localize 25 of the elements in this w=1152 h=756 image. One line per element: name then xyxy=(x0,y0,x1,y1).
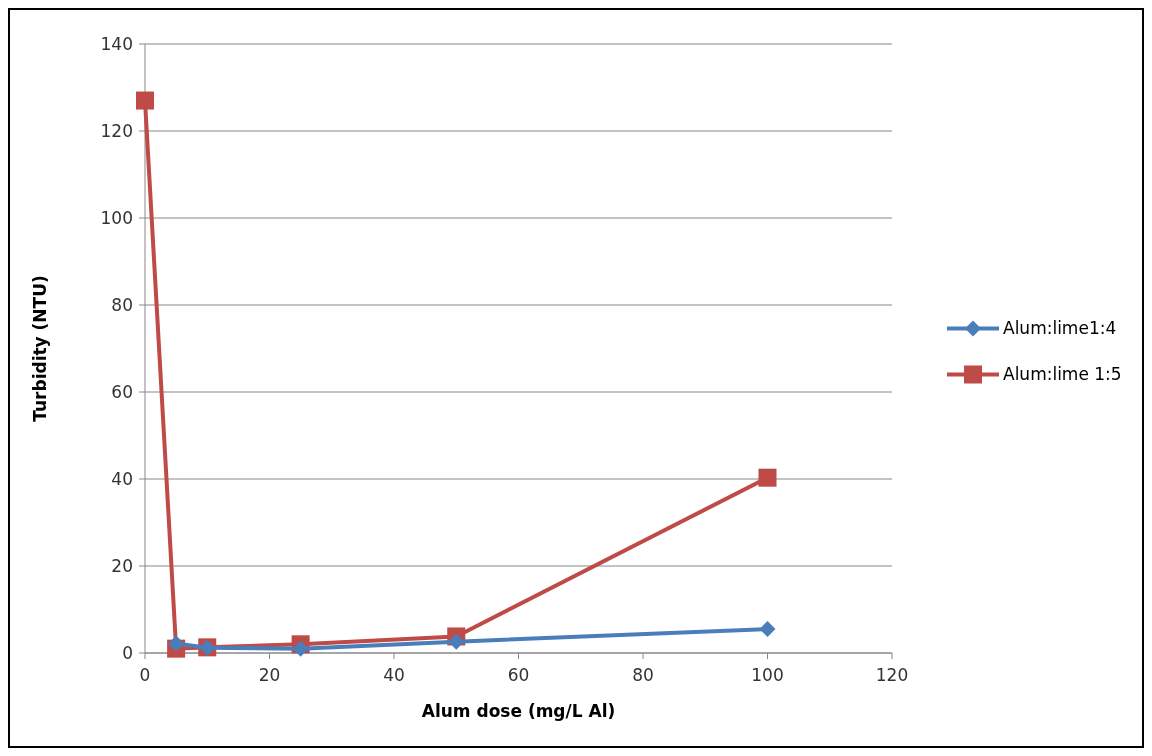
x-tick-label: 60 xyxy=(507,665,530,685)
point xyxy=(759,621,776,638)
x-tick-label: 40 xyxy=(383,665,405,685)
legend-label: Alum:lime1:4 xyxy=(1003,318,1117,339)
x-tick-label: 0 xyxy=(139,665,151,685)
y-tick-label: 60 xyxy=(111,381,133,402)
point xyxy=(168,635,185,652)
point xyxy=(292,640,309,657)
point xyxy=(758,468,777,487)
x-tick-label: 120 xyxy=(875,665,909,685)
y-tick-label: 0 xyxy=(122,642,133,663)
x-axis-title: Alum dose (mg/L Al) xyxy=(421,701,616,721)
y-axis-title: Turbidity (NTU) xyxy=(30,275,50,422)
legend-label: Alum:lime 1:5 xyxy=(1003,364,1122,385)
point xyxy=(448,633,465,650)
y-tick-label: 120 xyxy=(100,120,133,141)
x-tick-label: 20 xyxy=(258,665,281,685)
x-tick-label: 100 xyxy=(751,665,784,685)
y-tick-label: 20 xyxy=(111,555,133,576)
y-tick-label: 80 xyxy=(111,294,133,315)
x-tick-label: 80 xyxy=(632,665,654,685)
y-tick-label: 140 xyxy=(100,33,133,54)
point xyxy=(136,91,154,110)
y-tick-label: 40 xyxy=(111,468,133,489)
y-tick-label: 100 xyxy=(100,207,133,228)
